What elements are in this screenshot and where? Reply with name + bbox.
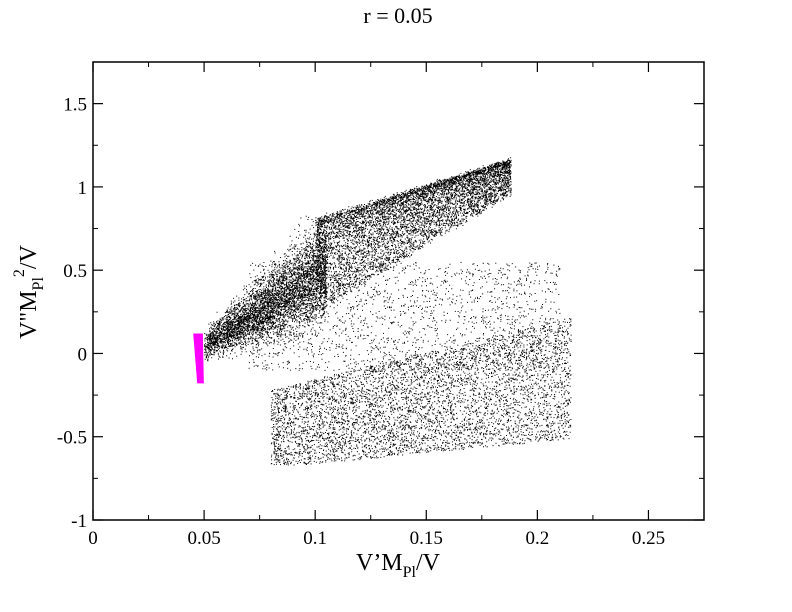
x-tick-label: 0 [88, 528, 98, 549]
x-label-sub: Pl [403, 564, 417, 581]
y-tick-label: 1.5 [63, 95, 87, 116]
scatter-point-cloud [204, 157, 572, 466]
scatter-points [204, 157, 572, 466]
x-tick-label: 0.15 [410, 528, 443, 549]
x-tick-label: 0.25 [632, 528, 665, 549]
y-axis-label: V"MPl2/V [11, 244, 47, 338]
y-tick-label: -1 [71, 511, 87, 532]
y-tick-label: 0 [78, 344, 88, 365]
plot-area-frame [92, 61, 705, 521]
magenta-highlight-region [193, 333, 204, 384]
y-tick-label: 0.5 [63, 261, 87, 282]
x-label-main2: /V [416, 550, 441, 576]
y-tick-label: -0.5 [57, 428, 87, 449]
y-label-sup: 2 [11, 269, 28, 277]
y-tick-label: 1 [78, 178, 88, 199]
x-label-main1: V’M [356, 550, 403, 576]
x-axis-ticks: 0 0.05 0.1 0.15 0.2 0.25 [88, 62, 665, 549]
x-axis-label: V’MPl/V [356, 550, 441, 581]
x-tick-label: 0.05 [187, 528, 220, 549]
y-label-sub: Pl [30, 277, 47, 291]
chart-title: r = 0.05 [363, 3, 432, 28]
x-tick-label: 0.2 [525, 528, 549, 549]
y-axis-ticks: -1 -0.5 0 0.5 1 1.5 [57, 95, 704, 532]
y-label-main2: /V [16, 244, 42, 269]
highlight-region [193, 333, 204, 384]
y-label-main1: V"M [16, 290, 42, 338]
x-tick-label: 0.1 [303, 528, 327, 549]
